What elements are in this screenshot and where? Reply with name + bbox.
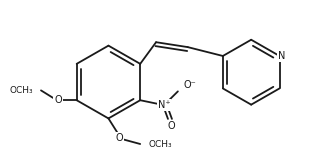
Text: OCH₃: OCH₃ [148,140,172,150]
Text: O: O [115,133,123,143]
Text: O: O [167,121,175,131]
Text: OCH₃: OCH₃ [10,86,33,95]
Text: N: N [278,51,285,61]
Text: O: O [54,95,62,105]
Text: N⁺: N⁺ [158,100,170,110]
Text: O⁻: O⁻ [184,80,197,91]
